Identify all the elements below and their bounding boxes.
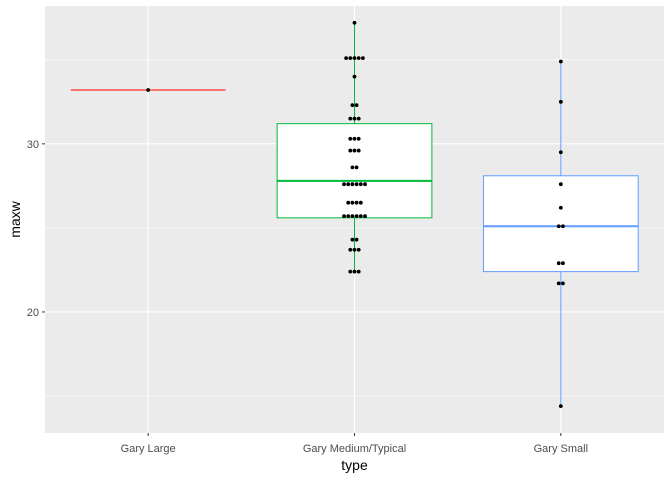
data-point (348, 269, 353, 274)
data-point (348, 136, 353, 141)
data-point (352, 148, 357, 153)
data-point (346, 200, 351, 205)
data-point (356, 148, 361, 153)
data-point (350, 237, 355, 242)
data-point (556, 261, 561, 266)
x-tick-label: Gary Large (121, 443, 176, 455)
data-point (354, 200, 359, 205)
data-point (358, 200, 363, 205)
data-point (363, 182, 367, 187)
data-point (356, 116, 361, 121)
data-point (363, 214, 367, 219)
y-tick-label: 30 (27, 139, 39, 151)
data-point (556, 281, 561, 286)
data-point (344, 56, 348, 61)
data-point (342, 214, 346, 219)
data-point (558, 99, 563, 104)
data-point (350, 103, 355, 108)
data-point (361, 56, 365, 61)
data-point (354, 103, 359, 108)
box-gary-medium-typical (276, 22, 433, 272)
data-point (146, 88, 151, 92)
data-point (350, 182, 355, 187)
data-point (352, 74, 357, 79)
data-point (348, 148, 353, 153)
data-point (342, 182, 346, 187)
data-point (352, 269, 357, 274)
data-point (354, 214, 359, 219)
data-point (352, 247, 357, 252)
data-point (356, 136, 361, 141)
data-point (356, 56, 361, 61)
y-tick-label: 20 (27, 307, 39, 319)
data-point (352, 116, 357, 121)
data-point (354, 237, 359, 242)
data-point (348, 56, 353, 61)
data-point (348, 247, 353, 252)
data-point (352, 56, 357, 61)
data-point (558, 182, 563, 187)
data-point (561, 281, 565, 286)
data-point (561, 224, 565, 229)
data-point (556, 224, 561, 229)
data-point (352, 20, 357, 25)
data-point (354, 165, 359, 170)
data-point (352, 136, 357, 141)
x-axis-title: type (341, 457, 368, 473)
data-point (358, 214, 363, 219)
data-point (356, 269, 361, 274)
box-body (482, 175, 639, 273)
box-gary-small (482, 61, 639, 407)
x-tick-label: Gary Medium/Typical (303, 443, 406, 455)
data-point (561, 261, 565, 266)
data-point (358, 182, 363, 187)
point-layer (146, 20, 565, 409)
data-point (558, 59, 563, 64)
x-tick-label: Gary Small (534, 443, 588, 455)
x-axis: Gary Large Gary Medium/Typical Gary Small (121, 433, 588, 455)
data-point (356, 247, 361, 252)
data-point (558, 205, 563, 210)
data-point (346, 214, 351, 219)
data-point (354, 182, 359, 187)
box-layer (70, 22, 639, 407)
data-point (350, 165, 355, 170)
y-axis-title: maxw (7, 200, 23, 237)
data-point (348, 116, 353, 121)
data-point (350, 214, 355, 219)
data-point (350, 200, 355, 205)
data-point (558, 150, 563, 155)
data-point (346, 182, 351, 187)
data-point (558, 404, 563, 409)
